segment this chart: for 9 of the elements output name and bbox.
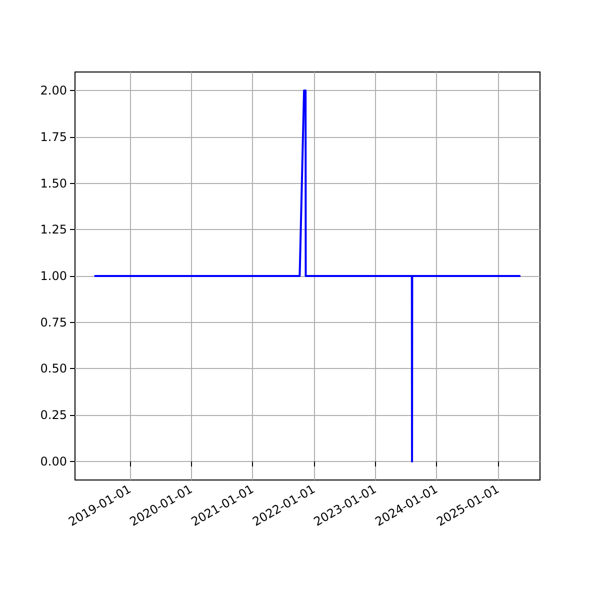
- y-tick-label: 0.00: [40, 454, 67, 468]
- y-tick-label: 1.00: [40, 269, 67, 283]
- y-tick-label: 0.50: [40, 362, 67, 376]
- y-tick-label: 1.75: [40, 130, 67, 144]
- y-tick-label: 2.00: [40, 84, 67, 98]
- y-tick-label: 0.25: [40, 408, 67, 422]
- y-tick-label: 1.25: [40, 222, 67, 237]
- y-tick-label: 0.75: [40, 315, 67, 330]
- y-tick-label: 1.50: [40, 176, 67, 190]
